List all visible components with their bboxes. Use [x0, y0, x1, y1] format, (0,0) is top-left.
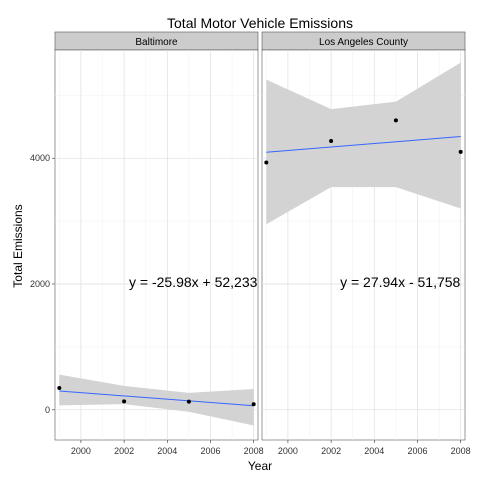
regression-line-baltimore [59, 390, 254, 407]
confidence-band-los-angeles-county [266, 62, 461, 225]
y-tick-label: 4000 [30, 153, 50, 163]
data-point-baltimore [57, 385, 62, 390]
data-point-los-angeles-county [264, 160, 269, 165]
chart-title: Total Motor Vehicle Emissions [167, 15, 353, 31]
data-point-baltimore [122, 399, 127, 404]
panel-bg-baltimore [54, 49, 259, 441]
data-point-baltimore [186, 399, 191, 404]
x-tick-label: 2008 [244, 446, 264, 456]
regression-line-los-angeles-county [266, 135, 461, 153]
x-tick-label: 2008 [451, 446, 471, 456]
x-tick-label: 2006 [200, 446, 220, 456]
facet-label-los-angeles-county: Los Angeles County [319, 37, 408, 48]
y-axis-label: Total Emissions [11, 204, 25, 287]
x-tick-label: 2000 [71, 446, 91, 456]
data-point-los-angeles-county [329, 138, 334, 143]
data-point-los-angeles-county [458, 149, 463, 154]
confidence-band-baltimore [59, 374, 254, 426]
x-tick-label: 2002 [321, 446, 341, 456]
x-tick-label: 2004 [364, 446, 384, 456]
x-axis-label: Year [248, 459, 272, 473]
plot-area: Baltimore y = -25.98x + 52,233 2000 2002 200… [30, 31, 471, 456]
data-point-los-angeles-county [393, 118, 398, 123]
x-tick-label: 2000 [278, 446, 298, 456]
equation-label-los-angeles-county: y = 27.94x - 51,758 [340, 274, 460, 290]
x-tick-label: 2002 [114, 446, 134, 456]
y-tick-label: 0 [45, 405, 50, 415]
data-point-baltimore [251, 402, 256, 407]
x-tick-label: 2006 [407, 446, 427, 456]
x-tick-label: 2004 [157, 446, 177, 456]
y-tick-label: 2000 [30, 279, 50, 289]
facet-label-baltimore: Baltimore [135, 37, 178, 48]
equation-label-baltimore: y = -25.98x + 52,233 [129, 274, 258, 290]
